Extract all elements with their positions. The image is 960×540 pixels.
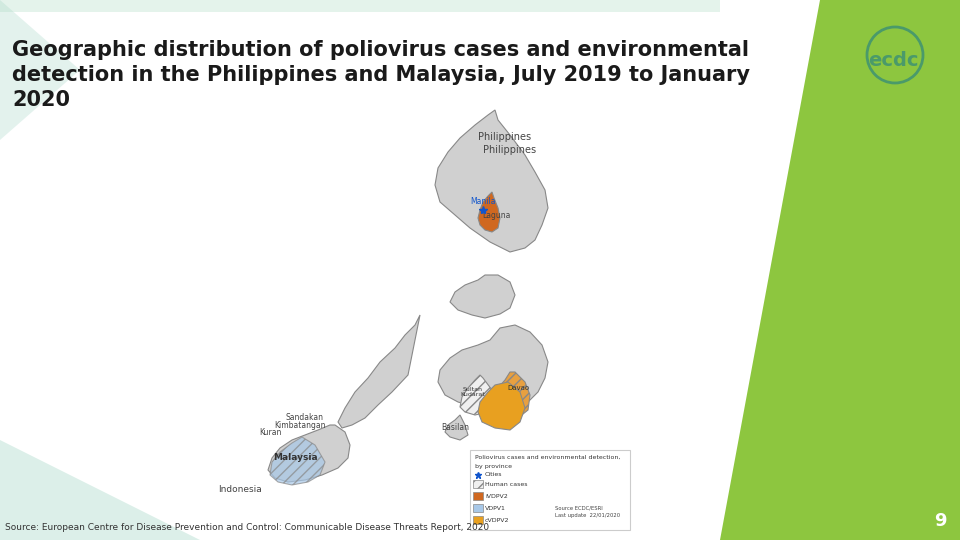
Polygon shape [270,437,325,485]
Text: Kuran: Kuran [259,428,281,437]
Text: iVDPV2: iVDPV2 [485,494,508,498]
Polygon shape [450,275,515,318]
Bar [0,0,720,12]
Polygon shape [478,382,525,430]
Text: Source ECDC/ESRI: Source ECDC/ESRI [555,505,603,510]
Text: ecdc: ecdc [868,51,919,70]
Polygon shape [0,0,80,140]
Polygon shape [460,375,495,415]
Polygon shape [478,192,500,232]
Text: Human cases: Human cases [485,482,527,487]
Text: Davao: Davao [507,385,529,391]
Text: VDPV1: VDPV1 [485,505,506,510]
Polygon shape [435,110,548,252]
Text: cVDPV2: cVDPV2 [485,517,510,523]
Text: Indonesia: Indonesia [218,485,262,494]
Polygon shape [338,315,420,428]
Text: Philippines: Philippines [478,132,532,142]
Text: Source: European Centre for Disease Prevention and Control: Communicable Disease: Source: European Centre for Disease Prev… [5,523,490,532]
FancyBboxPatch shape [470,450,630,530]
Text: Sandakan: Sandakan [286,413,324,422]
Polygon shape [438,325,548,410]
Polygon shape [473,492,483,500]
Text: Poliovirus cases and environmental detection,: Poliovirus cases and environmental detec… [475,455,620,460]
Text: Malaysia: Malaysia [273,453,318,462]
Polygon shape [720,0,960,540]
Polygon shape [490,372,530,420]
Polygon shape [268,425,350,482]
Text: Cities: Cities [485,472,502,477]
Polygon shape [473,516,483,524]
Text: Kimbatangan: Kimbatangan [275,421,325,430]
Text: Last update  22/01/2020: Last update 22/01/2020 [555,514,620,518]
Text: Geographic distribution of poliovirus cases and environmental
detection in the P: Geographic distribution of poliovirus ca… [12,40,750,110]
Text: 9: 9 [934,512,947,530]
Polygon shape [473,504,483,512]
Text: Laguna: Laguna [482,211,510,219]
Text: Philippines: Philippines [484,145,537,155]
Polygon shape [473,480,483,488]
Polygon shape [0,440,200,540]
Text: Manila: Manila [470,198,495,206]
Text: by province: by province [475,464,512,469]
Text: Basilan: Basilan [441,423,469,433]
Polygon shape [445,415,468,440]
Text: Sultan
Kudarat: Sultan Kudarat [461,387,486,397]
